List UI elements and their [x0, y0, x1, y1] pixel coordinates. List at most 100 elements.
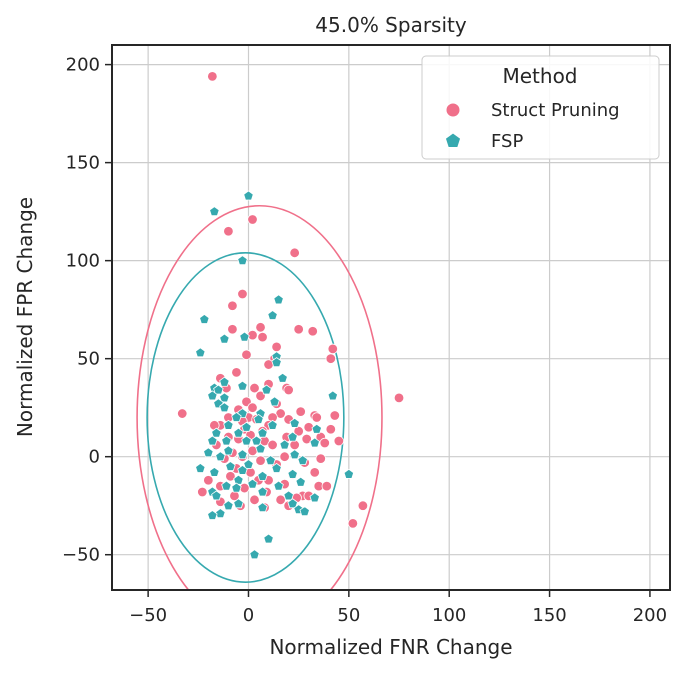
- point-fsp: [241, 435, 252, 446]
- point-fsp: [299, 506, 310, 517]
- point-fsp: [287, 431, 298, 442]
- point-struct-pruning: [241, 349, 252, 360]
- point-fsp: [243, 190, 254, 201]
- legend-box: [421, 55, 660, 160]
- point-fsp: [267, 310, 278, 320]
- point-fsp: [283, 490, 294, 501]
- point-struct-pruning: [255, 390, 266, 402]
- point-fsp: [267, 419, 278, 430]
- legend-label-struct-pruning: Struct Pruning: [491, 100, 620, 121]
- point-fsp: [213, 384, 224, 395]
- point-struct-pruning: [309, 467, 320, 478]
- point-fsp: [255, 443, 266, 454]
- point-fsp: [207, 390, 218, 401]
- point-fsp: [207, 510, 218, 520]
- point-fsp: [237, 449, 248, 460]
- point-fsp: [237, 464, 248, 475]
- point-fsp: [243, 459, 254, 469]
- x-tick-label: 0: [243, 605, 254, 626]
- point-fsp: [277, 372, 288, 383]
- point-struct-pruning: [237, 288, 248, 300]
- point-fsp: [195, 347, 206, 358]
- point-fsp: [251, 435, 262, 446]
- point-struct-pruning: [357, 500, 369, 511]
- point-fsp: [199, 313, 210, 324]
- point-fsp: [257, 502, 268, 513]
- point-struct-pruning: [267, 439, 278, 451]
- point-fsp: [215, 508, 226, 518]
- point-struct-pruning: [207, 71, 218, 82]
- point-fsp: [223, 500, 234, 511]
- point-struct-pruning: [311, 412, 322, 423]
- point-struct-pruning: [289, 439, 300, 451]
- y-tick-label: −50: [62, 545, 100, 566]
- point-fsp: [221, 435, 232, 446]
- point-fsp: [195, 462, 206, 473]
- point-struct-pruning: [301, 433, 312, 445]
- point-fsp: [261, 384, 272, 395]
- point-fsp: [343, 468, 355, 479]
- point-fsp: [223, 445, 234, 456]
- point-fsp: [279, 439, 290, 450]
- point-fsp: [247, 478, 258, 489]
- point-fsp: [231, 482, 242, 493]
- point-struct-pruning: [197, 486, 208, 498]
- point-fsp: [233, 427, 244, 438]
- point-fsp: [207, 435, 218, 446]
- point-struct-pruning: [225, 471, 236, 482]
- point-struct-pruning: [271, 341, 282, 353]
- point-fsp: [269, 396, 280, 407]
- point-fsp: [311, 423, 322, 434]
- point-fsp: [287, 468, 298, 479]
- point-fsp: [327, 390, 339, 401]
- point-struct-pruning: [255, 322, 266, 333]
- point-struct-pruning: [321, 480, 332, 492]
- point-struct-pruning: [329, 410, 340, 421]
- point-struct-pruning: [295, 406, 306, 417]
- point-struct-pruning: [293, 426, 304, 437]
- point-fsp: [221, 480, 232, 491]
- point-fsp: [211, 427, 222, 438]
- point-fsp: [289, 417, 300, 428]
- point-fsp: [263, 533, 274, 544]
- legend-title: Method: [502, 64, 577, 88]
- y-axis-label: Normalized FPR Change: [13, 197, 37, 437]
- point-struct-pruning: [319, 437, 330, 449]
- point-fsp: [253, 413, 264, 424]
- y-axis-ticks: −50 0 50 100 150 200: [62, 55, 112, 566]
- point-fsp: [209, 466, 220, 477]
- point-struct-pruning: [279, 451, 290, 462]
- point-fsp: [297, 455, 308, 466]
- point-fsp: [219, 392, 230, 403]
- point-struct-pruning: [247, 214, 258, 225]
- point-struct-pruning: [227, 300, 238, 311]
- point-struct-pruning: [249, 494, 260, 506]
- point-fsp: [265, 455, 276, 466]
- point-struct-pruning: [275, 494, 286, 506]
- x-axis-ticks: −50 0 50 100 150 200: [129, 590, 667, 626]
- point-fsp: [231, 411, 242, 422]
- ellipse-struct-pruning: [136, 205, 383, 590]
- y-tick-label: 100: [66, 251, 100, 272]
- point-fsp: [239, 331, 250, 342]
- x-tick-label: −50: [129, 605, 167, 626]
- point-fsp: [257, 470, 268, 481]
- point-struct-pruning: [249, 382, 260, 394]
- point-fsp: [273, 294, 284, 305]
- legend-marker-struct-pruning: [445, 102, 461, 118]
- point-fsp: [249, 549, 260, 560]
- ellipse-fsp: [146, 252, 345, 583]
- point-fsp: [219, 376, 230, 387]
- data-points: [177, 71, 405, 560]
- point-struct-pruning: [325, 424, 336, 435]
- x-tick-label: 200: [633, 605, 667, 626]
- point-struct-pruning: [283, 384, 294, 396]
- point-fsp: [241, 421, 252, 432]
- point-fsp: [209, 206, 220, 217]
- plot-frame: [111, 44, 671, 591]
- point-fsp: [309, 437, 320, 448]
- point-struct-pruning: [223, 226, 234, 237]
- point-struct-pruning: [289, 247, 300, 259]
- point-fsp: [237, 380, 248, 391]
